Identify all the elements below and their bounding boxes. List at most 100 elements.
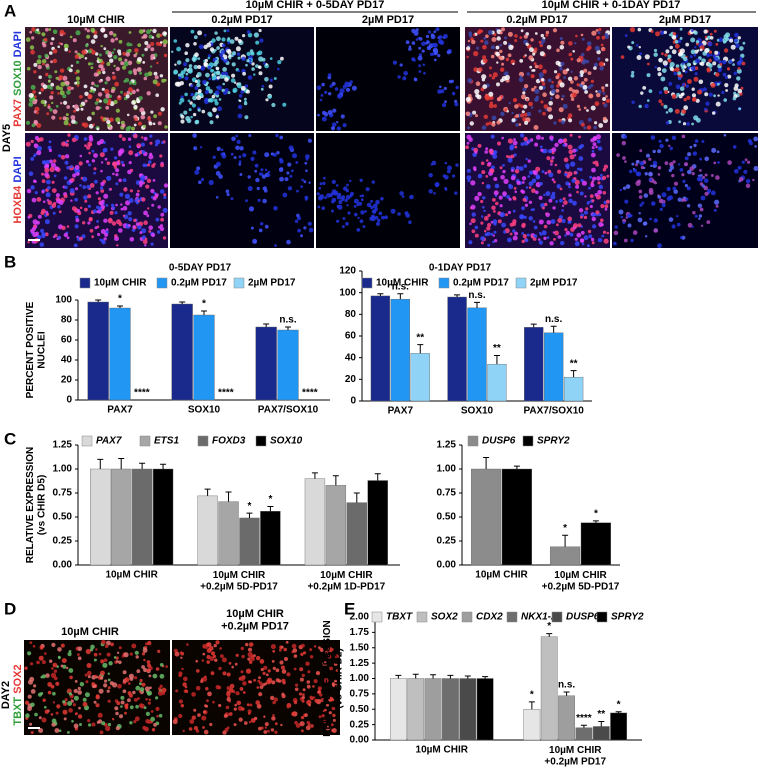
x-tick-label: 10µM CHIR	[105, 570, 158, 581]
cell	[84, 85, 88, 89]
cell	[66, 667, 68, 669]
cell	[688, 67, 691, 70]
group-header: 10µM CHIR + 0-1DAY PD17	[542, 0, 681, 11]
cell	[116, 701, 120, 705]
cell	[661, 103, 664, 106]
cell	[522, 240, 525, 243]
cell	[144, 48, 148, 52]
cell	[215, 640, 219, 644]
cell	[75, 187, 78, 190]
cell	[217, 147, 221, 151]
cell	[211, 38, 215, 42]
cell	[680, 168, 684, 172]
cell	[135, 53, 137, 55]
cell	[597, 190, 602, 195]
cell	[370, 200, 373, 203]
cell	[575, 238, 578, 241]
cell	[275, 134, 278, 137]
cell	[678, 198, 682, 202]
cell	[209, 723, 212, 726]
cell	[454, 102, 458, 106]
cell	[33, 70, 36, 73]
cell	[112, 173, 115, 176]
legend-label: 2µM PD17	[530, 278, 578, 289]
legend-swatch	[439, 278, 449, 288]
cell	[239, 94, 243, 98]
cell	[265, 169, 267, 171]
cell	[114, 100, 118, 104]
cell	[210, 120, 214, 124]
cell	[139, 72, 142, 75]
cell	[354, 205, 357, 208]
cell	[752, 179, 754, 181]
cell	[195, 80, 198, 83]
cell	[91, 82, 95, 86]
cell	[291, 712, 295, 716]
error-bar	[139, 463, 145, 469]
cell	[530, 38, 533, 41]
cell	[77, 690, 82, 695]
cell	[553, 181, 556, 184]
cell	[227, 29, 230, 32]
x-tick-label: 10µM CHIR+0.2µM 5D-PD17	[200, 570, 278, 593]
cell	[505, 213, 508, 216]
cell	[49, 140, 52, 143]
cell	[223, 91, 227, 95]
cell	[584, 90, 588, 94]
cell	[614, 231, 619, 236]
cell	[380, 197, 384, 201]
cell	[160, 74, 163, 77]
cell	[221, 37, 225, 41]
cell	[160, 107, 164, 111]
cell	[487, 214, 490, 217]
text-line: 10µM CHIR	[549, 745, 602, 756]
cell	[564, 157, 569, 162]
bar	[471, 469, 501, 565]
cell	[189, 101, 192, 104]
cell	[220, 654, 224, 658]
cell	[251, 67, 255, 71]
cell	[670, 165, 674, 169]
cell	[50, 60, 53, 63]
cell	[513, 197, 517, 201]
cell	[44, 706, 47, 709]
cell	[53, 663, 58, 668]
cell	[244, 721, 248, 725]
cell	[301, 644, 305, 648]
cell	[144, 77, 148, 81]
panel-letter: B	[4, 252, 16, 271]
cell	[519, 214, 524, 219]
cell	[560, 41, 564, 45]
cell	[70, 200, 72, 202]
cell	[116, 67, 120, 71]
cell	[725, 89, 728, 92]
cell	[509, 198, 512, 201]
cell	[314, 679, 318, 683]
cell	[56, 77, 59, 80]
cell	[474, 196, 479, 201]
cell	[115, 712, 119, 716]
cell	[70, 165, 73, 168]
cell	[741, 87, 744, 90]
cell	[221, 57, 225, 61]
legend-label: 0.2µM PD17	[171, 278, 227, 289]
cell	[231, 74, 235, 78]
cell	[540, 146, 543, 149]
cell	[579, 168, 583, 172]
cell	[605, 58, 608, 61]
cell	[596, 29, 599, 32]
cell	[595, 90, 597, 92]
cell	[229, 662, 232, 665]
cell	[569, 233, 573, 237]
cell	[526, 158, 528, 160]
cell	[444, 187, 447, 190]
cell	[491, 45, 495, 49]
cell	[484, 150, 488, 154]
cell	[33, 225, 36, 228]
cell	[83, 702, 88, 707]
cell	[485, 233, 489, 237]
cell	[700, 49, 703, 52]
cell	[346, 88, 350, 92]
cell	[556, 49, 560, 53]
